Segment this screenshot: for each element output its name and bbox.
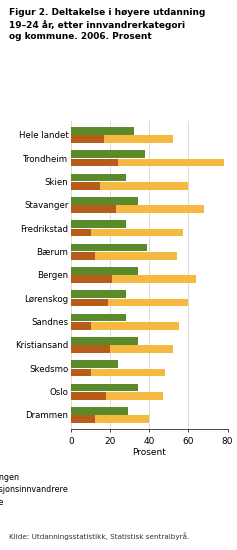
Bar: [71, 384, 137, 391]
Bar: [100, 182, 188, 190]
Bar: [104, 135, 173, 143]
Bar: [71, 415, 95, 423]
Bar: [112, 276, 196, 283]
Bar: [71, 345, 110, 353]
Bar: [71, 407, 128, 415]
Bar: [91, 229, 182, 236]
Bar: [71, 135, 104, 143]
Bar: [95, 252, 177, 260]
Bar: [108, 299, 188, 306]
X-axis label: Prosent: Prosent: [132, 448, 166, 458]
Bar: [71, 182, 100, 190]
Bar: [71, 290, 126, 298]
Bar: [118, 159, 223, 166]
Bar: [71, 322, 91, 329]
Bar: [71, 229, 91, 236]
Bar: [71, 159, 118, 166]
Text: Figur 2. Deltakelse i høyere utdanning
19–24 år, etter innvandrerkategori
og kom: Figur 2. Deltakelse i høyere utdanning 1…: [9, 8, 206, 41]
Bar: [91, 369, 165, 376]
Legend: Hele befolkningen, Førstegenerasjonsinnvandrere, Etterkommere: Hele befolkningen, Førstegenerasjonsinnv…: [0, 473, 68, 507]
Bar: [71, 252, 95, 260]
Bar: [95, 415, 149, 423]
Bar: [71, 221, 126, 228]
Bar: [116, 206, 204, 213]
Bar: [71, 244, 147, 251]
Bar: [71, 127, 134, 135]
Bar: [71, 150, 145, 158]
Text: Kilde: Utdanningsstatistikk, Statistisk sentralbyrå.: Kilde: Utdanningsstatistikk, Statistisk …: [9, 532, 190, 540]
Bar: [71, 267, 137, 274]
Bar: [71, 276, 112, 283]
Bar: [71, 197, 137, 205]
Bar: [71, 392, 106, 400]
Bar: [71, 174, 126, 181]
Bar: [71, 360, 118, 368]
Bar: [106, 392, 163, 400]
Bar: [71, 314, 126, 321]
Bar: [71, 206, 116, 213]
Bar: [71, 369, 91, 376]
Bar: [91, 322, 179, 329]
Bar: [110, 345, 173, 353]
Bar: [71, 299, 108, 306]
Bar: [71, 337, 137, 344]
